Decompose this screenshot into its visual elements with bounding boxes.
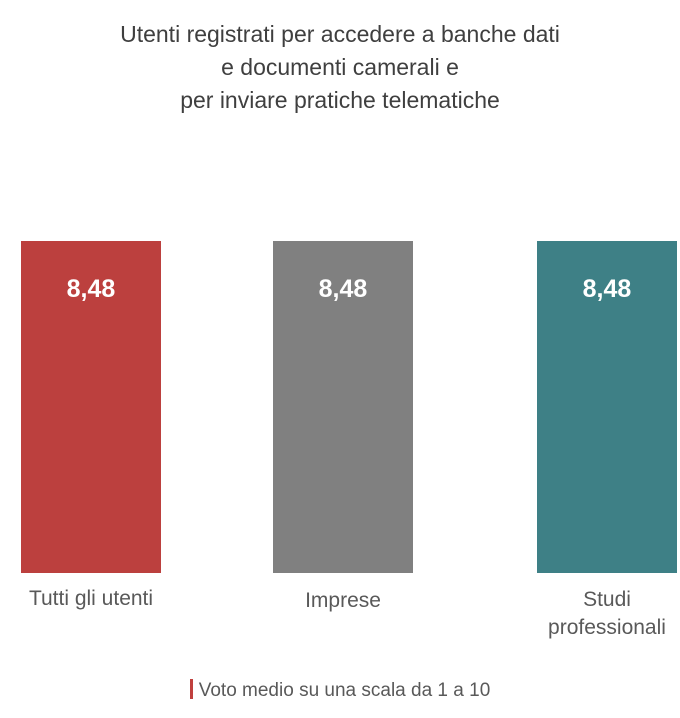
bar-1 bbox=[21, 241, 161, 573]
category-label-1: Tutti gli utenti bbox=[29, 587, 153, 610]
bar-chart: 8,48 Tutti gli utenti 8,48 Imprese 8,48 Studi… bbox=[21, 241, 677, 639]
chart-title-line-2: e documenti camerali e bbox=[221, 54, 459, 80]
legend: Voto medio su una scala da 1 a 10 bbox=[0, 679, 680, 703]
bar-value-label-3: 8,48 bbox=[583, 275, 632, 303]
bar-value-label-1: 8,48 bbox=[67, 275, 116, 303]
bar-value-label-2: 8,48 bbox=[319, 275, 368, 303]
chart-title-line-3: per inviare pratiche telematiche bbox=[180, 87, 500, 113]
bar-3 bbox=[537, 241, 677, 573]
category-label-3-line-1: Studi bbox=[583, 588, 631, 611]
bar-2 bbox=[273, 241, 413, 573]
category-label-2: Imprese bbox=[305, 589, 381, 612]
category-label-3-line-2: professionali bbox=[548, 616, 666, 639]
legend-swatch bbox=[189, 679, 193, 699]
chart-title: Utenti registrati per accedere a banche … bbox=[0, 18, 680, 117]
chart-title-line-1: Utenti registrati per accedere a banche … bbox=[120, 21, 560, 47]
legend-label: Voto medio su una scala da 1 a 10 bbox=[198, 680, 491, 701]
